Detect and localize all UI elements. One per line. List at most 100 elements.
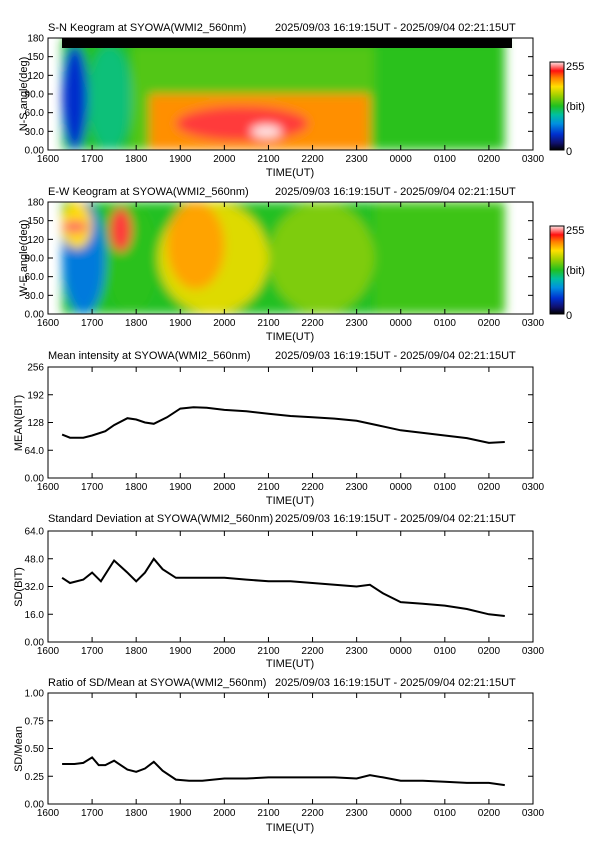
x-tick-label: 1900 bbox=[169, 646, 192, 657]
panel-title: E-W Keogram at SYOWA(WMI2_560nm) bbox=[48, 186, 249, 198]
y-tick-label: 30.0 bbox=[25, 291, 45, 302]
y-tick-label: 256 bbox=[27, 363, 44, 374]
y-tick-label: 128 bbox=[27, 418, 44, 429]
colorbar-unit: (bit) bbox=[566, 265, 585, 277]
y-tick-label: 64.0 bbox=[25, 527, 45, 538]
x-tick-label: 0000 bbox=[390, 646, 413, 657]
panel-title: Ratio of SD/Mean at SYOWA(WMI2_560nm) bbox=[48, 677, 266, 689]
x-tick-label: 0000 bbox=[390, 482, 413, 493]
y-tick-label: 120 bbox=[27, 235, 44, 246]
x-axis: 1600 1700 1800 1900 2000 2100 2200 2300 0000 0100… bbox=[37, 202, 545, 329]
x-tick-label: 0100 bbox=[434, 646, 457, 657]
y-tick-label: 90.0 bbox=[25, 254, 45, 265]
y-tick-label: 0.00 bbox=[25, 310, 45, 321]
y-tick-label: 0.00 bbox=[25, 800, 45, 811]
panel-time-range: 2025/09/03 16:19:15UT - 2025/09/04 02:21… bbox=[275, 186, 516, 198]
x-tick-label: 2100 bbox=[257, 646, 280, 657]
colorbar-max: 255 bbox=[566, 225, 584, 237]
sd-series-line bbox=[61, 557, 505, 617]
x-tick-label: 2100 bbox=[257, 482, 280, 493]
x-tick-label: 1600 bbox=[37, 482, 60, 493]
panel-standard-deviation: Standard Deviation at SYOWA(WMI2_560nm) … bbox=[13, 513, 545, 670]
x-tick-label: 2000 bbox=[213, 646, 236, 657]
mean-series-line bbox=[61, 406, 505, 444]
x-tick-label: 2300 bbox=[346, 808, 369, 819]
x-tick-label: 0200 bbox=[478, 646, 501, 657]
y-tick-label: 48.0 bbox=[25, 554, 45, 565]
x-tick-label: 0100 bbox=[434, 318, 457, 329]
x-tick-label: 2200 bbox=[301, 808, 324, 819]
colorbar-scale bbox=[549, 61, 565, 151]
x-tick-label: 1700 bbox=[81, 154, 104, 165]
x-tick-label: 0000 bbox=[390, 318, 413, 329]
keogram-region bbox=[109, 208, 132, 252]
y-tick-label: 16.0 bbox=[25, 610, 45, 621]
keogram-region bbox=[62, 45, 88, 150]
y-axis-label: SD/Mean bbox=[13, 726, 25, 772]
x-tick-label: 2100 bbox=[257, 154, 280, 165]
y-tick-label: 32.0 bbox=[25, 582, 45, 593]
y-axis: 0.00 30.0 60.0 90.0 120 150 180 bbox=[25, 198, 533, 321]
x-tick-label: 2300 bbox=[346, 318, 369, 329]
y-axis-label: SD(BIT) bbox=[13, 567, 25, 607]
x-tick-label: 1700 bbox=[81, 318, 104, 329]
x-tick-label: 1600 bbox=[37, 646, 60, 657]
panel-sd-mean-ratio: Ratio of SD/Mean at SYOWA(WMI2_560nm) 20… bbox=[13, 677, 545, 834]
y-axis: 0.00 64.0 128 192 256 bbox=[25, 363, 533, 485]
x-axis: 1600 1700 1800 1900 2000 2100 2200 2300 0000 0100… bbox=[37, 367, 545, 493]
x-tick-label: 1700 bbox=[81, 646, 104, 657]
x-tick-label: 1900 bbox=[169, 482, 192, 493]
y-tick-label: 60.0 bbox=[25, 108, 45, 119]
x-tick-label: 1800 bbox=[125, 808, 148, 819]
colorbar-scale bbox=[549, 225, 565, 315]
y-tick-label: 90.0 bbox=[25, 90, 45, 101]
x-tick-label: 0200 bbox=[478, 318, 501, 329]
y-tick-label: 150 bbox=[27, 52, 44, 63]
colorbar-max: 255 bbox=[566, 61, 584, 73]
x-tick-label: 2200 bbox=[301, 646, 324, 657]
x-tick-label: 1600 bbox=[37, 154, 60, 165]
x-axis: 1600 1700 1800 1900 2000 2100 2200 2300 0000 0100… bbox=[37, 531, 545, 657]
y-axis-label: N-S angle(deg) bbox=[18, 57, 30, 132]
keogram-region bbox=[87, 45, 132, 150]
panel-time-range: 2025/09/03 16:19:15UT - 2025/09/04 02:21… bbox=[275, 22, 516, 34]
no-data-band bbox=[62, 38, 512, 48]
x-tick-label: 0300 bbox=[522, 482, 545, 493]
x-tick-label: 2000 bbox=[213, 318, 236, 329]
x-tick-label: 1800 bbox=[125, 646, 148, 657]
x-tick-label: 0200 bbox=[478, 808, 501, 819]
x-tick-label: 1900 bbox=[169, 808, 192, 819]
x-tick-label: 1600 bbox=[37, 318, 60, 329]
keogram-image bbox=[62, 38, 512, 150]
plot-frame bbox=[47, 530, 534, 643]
panel-time-range: 2025/09/03 16:19:15UT - 2025/09/04 02:21… bbox=[275, 513, 516, 525]
x-tick-label: 0300 bbox=[522, 808, 545, 819]
colorbar-min: 0 bbox=[566, 146, 572, 158]
y-tick-label: 0.00 bbox=[25, 638, 45, 649]
x-tick-label: 1700 bbox=[81, 482, 104, 493]
keogram-region bbox=[374, 45, 505, 150]
y-tick-label: 0.00 bbox=[25, 474, 45, 485]
keogram-region bbox=[62, 220, 88, 234]
keogram-region bbox=[374, 202, 505, 314]
y-tick-label: 180 bbox=[27, 198, 44, 209]
panel-time-range: 2025/09/03 16:19:15UT - 2025/09/04 02:21… bbox=[275, 350, 516, 362]
y-tick-label: 180 bbox=[27, 34, 44, 45]
x-tick-label: 0100 bbox=[434, 808, 457, 819]
x-tick-label: 2000 bbox=[213, 482, 236, 493]
x-tick-label: 2300 bbox=[346, 646, 369, 657]
x-tick-label: 1800 bbox=[125, 482, 148, 493]
y-tick-label: 0.25 bbox=[25, 772, 45, 783]
y-axis: 0.00 30.0 60.0 90.0 120 150 180 bbox=[25, 34, 533, 157]
y-axis-label: MEAN(BIT) bbox=[13, 395, 25, 451]
x-tick-label: 2300 bbox=[346, 482, 369, 493]
keogram-image bbox=[62, 202, 505, 314]
x-axis-label: TIME(UT) bbox=[266, 167, 314, 179]
x-tick-label: 1800 bbox=[125, 154, 148, 165]
x-tick-label: 2100 bbox=[257, 808, 280, 819]
ratio-series-line bbox=[62, 756, 505, 787]
panel-time-range: 2025/09/03 16:19:15UT - 2025/09/04 02:21… bbox=[275, 677, 516, 689]
y-axis: 0.00 16.0 32.0 48.0 64.0 bbox=[25, 527, 533, 649]
keogram-region bbox=[268, 202, 375, 314]
panel-mean-intensity: Mean intensity at SYOWA(WMI2_560nm) 2025… bbox=[13, 350, 545, 507]
